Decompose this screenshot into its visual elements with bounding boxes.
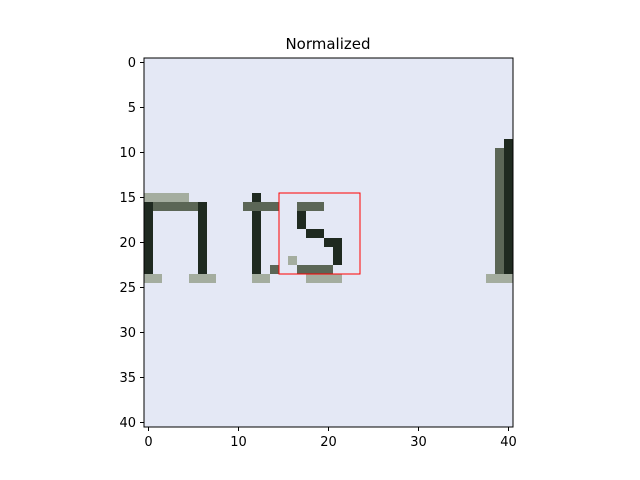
- y-tick-label: 20: [119, 236, 136, 251]
- y-tick-label: 30: [119, 326, 136, 341]
- y-axis: 0 5 10 15 20 25 30 35 40: [119, 56, 144, 431]
- glyph-stroke: [252, 274, 270, 283]
- figure-title: Normalized: [285, 35, 370, 53]
- glyph-stroke: [297, 211, 306, 229]
- glyph-stroke: [504, 139, 513, 283]
- glyph-stroke: [189, 274, 216, 283]
- glyph-stroke: [297, 265, 333, 274]
- glyph-stroke: [297, 202, 324, 211]
- glyph-stroke: [198, 202, 207, 274]
- x-tick-label: 10: [230, 435, 247, 450]
- glyph-stroke: [495, 148, 504, 283]
- glyph-stroke: [144, 202, 153, 274]
- glyph-stroke: [324, 238, 342, 247]
- glyph-stroke: [243, 202, 279, 211]
- y-tick-label: 25: [119, 281, 136, 296]
- pixel-image: [144, 58, 513, 427]
- highlight-box: [278, 192, 361, 275]
- y-tick-label: 10: [119, 146, 136, 161]
- y-tick-label: 40: [119, 416, 136, 431]
- glyph-stroke: [252, 193, 261, 274]
- x-axis: 0 10 20 30 40: [144, 427, 517, 450]
- glyph-stroke: [144, 274, 162, 283]
- glyph-stroke: [144, 193, 189, 202]
- glyph-stroke: [270, 265, 279, 274]
- glyph-stroke: [306, 274, 342, 283]
- glyph-stroke: [486, 274, 513, 283]
- x-tick-label: 30: [410, 435, 427, 450]
- y-tick-label: 35: [119, 371, 136, 386]
- glyph-stroke: [153, 202, 189, 211]
- x-tick-label: 40: [500, 435, 517, 450]
- y-tick-label: 15: [119, 191, 136, 206]
- glyph-stroke: [306, 229, 324, 238]
- glyph-stroke: [189, 202, 198, 211]
- x-tick-label: 20: [320, 435, 337, 450]
- y-tick-label: 5: [128, 101, 136, 116]
- y-tick-label: 0: [128, 56, 136, 71]
- x-tick-label: 0: [144, 435, 152, 450]
- glyph-stroke: [288, 256, 297, 265]
- glyph-stroke: [333, 247, 342, 265]
